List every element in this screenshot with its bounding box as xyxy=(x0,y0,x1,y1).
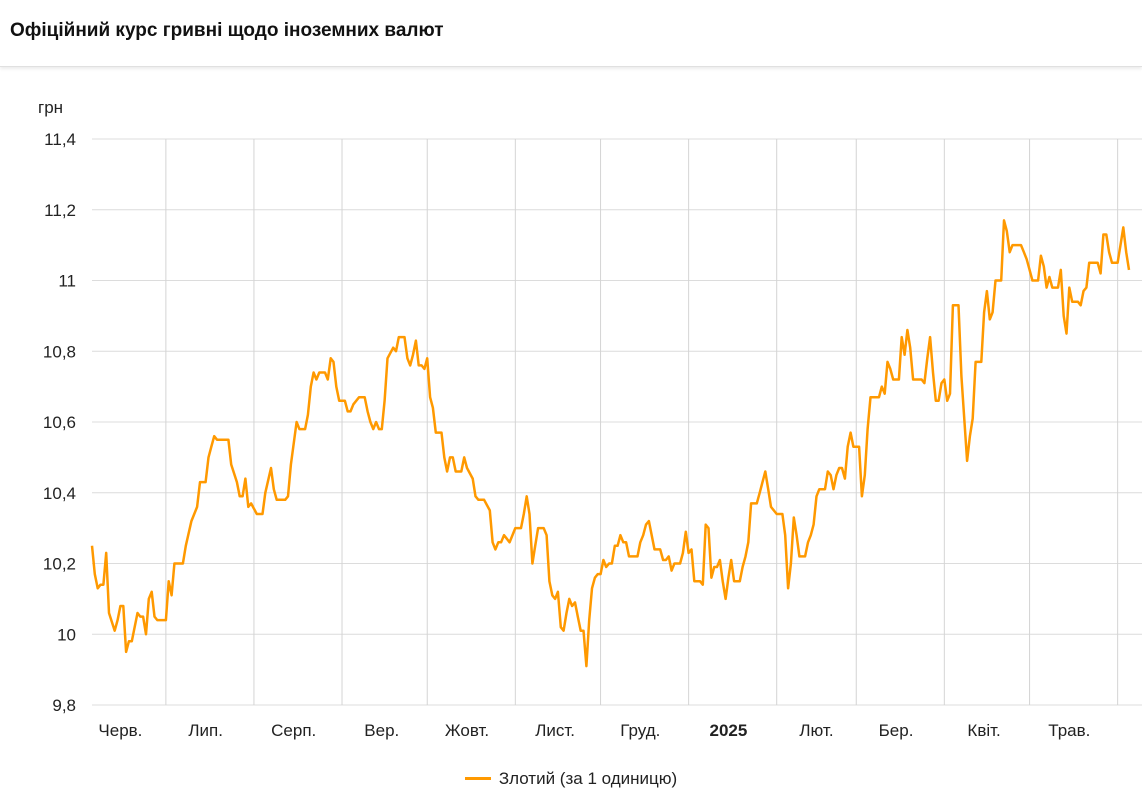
x-axis: Черв. Лип. Серп. Вер. Жовт. Лист. Груд. 2025 Лют… xyxy=(98,721,1090,740)
y-tick-label: 10 xyxy=(57,625,76,644)
x-tick-label: Бер. xyxy=(879,721,914,740)
page-title: Офіційний курс гривні щодо іноземних вал… xyxy=(10,20,444,41)
legend-swatch xyxy=(464,777,491,781)
x-tick-label: Вер. xyxy=(364,721,399,740)
y-tick-label: 10,2 xyxy=(43,555,76,574)
x-tick-label: Трав. xyxy=(1048,721,1090,740)
y-tick-label: 9,8 xyxy=(52,696,76,715)
x-tick-label: Лист. xyxy=(535,721,575,740)
legend[interactable]: Злотий (за 1 одиницю) xyxy=(0,769,1142,789)
y-tick-label: 10,4 xyxy=(43,484,76,503)
legend-label: Злотий (за 1 одиницю) xyxy=(498,769,678,788)
x-tick-label: Жовт. xyxy=(445,721,489,740)
series-layer xyxy=(90,219,1131,668)
x-tick-label: 2025 xyxy=(709,721,747,740)
y-tick-label: 10,8 xyxy=(43,342,76,361)
series-line xyxy=(90,219,1131,668)
x-tick-label: Груд. xyxy=(620,721,660,740)
x-tick-label: Лют. xyxy=(799,721,833,740)
y-axis-unit-label: грн xyxy=(38,98,63,117)
y-axis: 9,8 10 10,2 10,4 10,6 10,8 11 11,2 11,4 xyxy=(43,130,76,715)
x-tick-label: Квіт. xyxy=(967,721,1000,740)
gridlines xyxy=(92,138,1142,706)
x-tick-label: Черв. xyxy=(98,721,142,740)
chart-header: Офіційний курс гривні щодо іноземних вал… xyxy=(0,0,1142,67)
y-tick-label: 11,4 xyxy=(44,130,76,149)
y-tick-label: 11,2 xyxy=(44,201,76,220)
x-tick-label: Серп. xyxy=(271,721,316,740)
x-tick-label: Лип. xyxy=(188,721,223,740)
y-tick-label: 10,6 xyxy=(43,413,76,432)
y-tick-label: 11 xyxy=(58,272,76,291)
